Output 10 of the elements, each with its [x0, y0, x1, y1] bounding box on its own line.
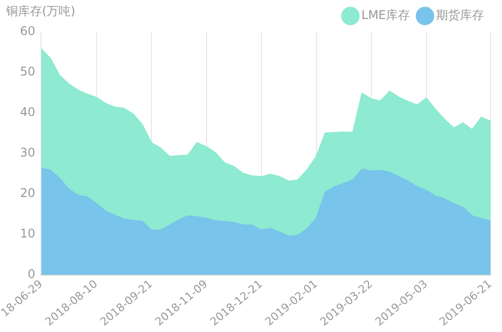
y-tick-label: 30: [20, 146, 36, 160]
legend-label: LME库存: [361, 8, 410, 22]
y-tick-label: 50: [20, 64, 36, 79]
y-tick-label: 0: [28, 266, 36, 281]
y-tick-label: 60: [20, 24, 36, 38]
y-tick-label: 40: [20, 105, 36, 120]
legend-label: 期货库存: [436, 8, 484, 22]
y-tick-label: 10: [20, 226, 36, 240]
y-tick-label: 20: [20, 186, 36, 200]
y-axis-title: 铜库存(万吨): [5, 4, 76, 18]
